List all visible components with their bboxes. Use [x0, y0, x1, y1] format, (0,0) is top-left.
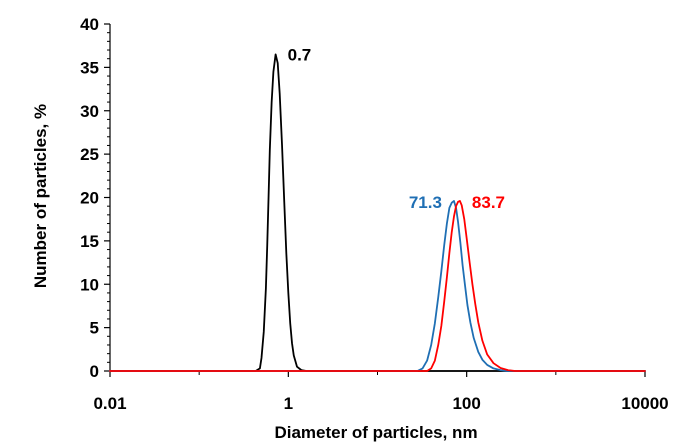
y-tick-label: 20 [80, 189, 99, 208]
series-line-1 [109, 200, 646, 372]
peak-label-0: 0.7 [288, 45, 312, 64]
y-tick-label: 25 [80, 145, 99, 164]
y-tick-label: 40 [80, 15, 99, 34]
y-axis-title: Number of particles, % [31, 104, 50, 288]
peak-label-1: 71.3 [409, 193, 442, 212]
y-tick-label: 0 [90, 362, 99, 381]
y-tick-label: 5 [90, 319, 99, 338]
x-tick-label: 1 [284, 394, 293, 413]
axes: 0 5 10 15 20 25 30 35 40 0.01 1 100 10000 [80, 15, 669, 413]
y-tick-label: 10 [80, 275, 99, 294]
labels: Diameter of particles, nm Number of part… [31, 45, 505, 442]
x-tick-label: 0.01 [93, 394, 126, 413]
y-tick-label: 15 [80, 232, 99, 251]
y-tick-label: 35 [80, 58, 99, 77]
x-tick-label: 100 [452, 394, 480, 413]
peak-label-2: 83.7 [472, 193, 505, 212]
y-tick-label: 30 [80, 102, 99, 121]
series-line-2 [109, 200, 646, 372]
series-line-0 [109, 53, 646, 372]
series-lines [109, 53, 646, 372]
x-axis-title: Diameter of particles, nm [274, 423, 477, 442]
x-tick-label: 10000 [621, 394, 668, 413]
